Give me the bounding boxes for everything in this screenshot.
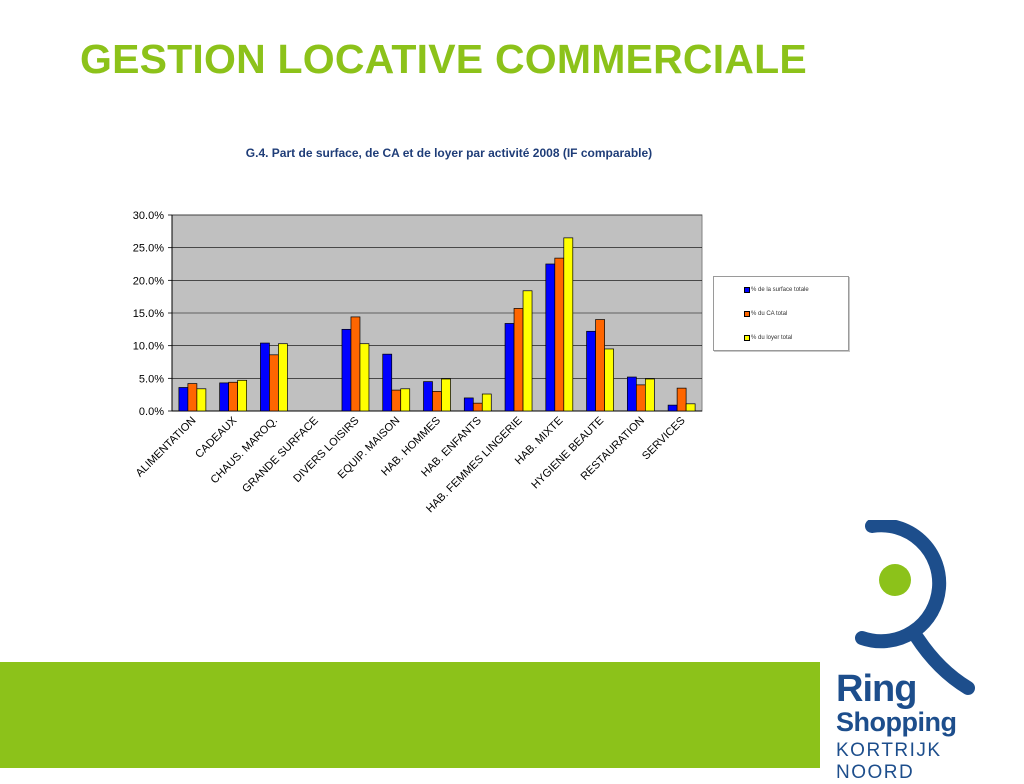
legend-swatch-loyer <box>744 335 750 341</box>
chart-legend: % de la surface totale % du CA total % d… <box>713 276 849 351</box>
bar <box>260 342 270 412</box>
bar <box>635 384 646 412</box>
bar <box>196 388 207 412</box>
bar <box>504 323 515 412</box>
legend-swatch-surface <box>744 287 750 293</box>
bar <box>685 403 696 412</box>
x-tick-label: ALIMENTATION <box>134 415 199 480</box>
logo-text-ring: Ring <box>836 668 917 710</box>
slide-title: GESTION LOCATIVE COMMERCIALE <box>80 36 807 82</box>
legend-item-loyer: % du loyer total <box>744 335 792 341</box>
bar <box>237 379 248 412</box>
bar <box>513 308 524 412</box>
legend-item-surface: % de la surface totale <box>744 287 809 293</box>
bar <box>545 263 556 412</box>
bar <box>463 397 474 412</box>
bar <box>228 381 239 412</box>
logo-text-kortrijk: KORTRIJK NOORD <box>836 740 942 783</box>
logo-q-icon <box>855 518 975 695</box>
bar <box>667 404 678 412</box>
x-tick-label: SERVICES <box>640 415 688 463</box>
legend-label-loyer: % du loyer total <box>751 335 793 341</box>
bar <box>595 319 605 412</box>
legend-swatch-ca <box>744 311 750 317</box>
bar <box>423 381 433 412</box>
bar-chart: 0.0% 5.0% 10.0% 15.0% 20.0% 25.0% 30.0% ALIMENT… <box>133 210 703 515</box>
bar <box>359 343 370 412</box>
y-tick-label: 5.0% <box>139 373 164 385</box>
bar <box>219 382 230 412</box>
bar <box>522 290 533 412</box>
bar <box>350 316 361 412</box>
bar <box>604 348 614 412</box>
bar <box>554 257 565 412</box>
bar <box>432 391 442 412</box>
y-tick-label: 0.0% <box>139 406 164 418</box>
bar <box>472 402 483 412</box>
bar <box>400 388 411 412</box>
bar <box>481 393 492 412</box>
legend-label-ca: % du CA total <box>751 311 788 317</box>
y-tick-label: 10.0% <box>133 341 164 353</box>
bar <box>278 343 288 412</box>
bar <box>341 328 352 412</box>
bar <box>586 330 596 412</box>
bar <box>187 383 198 412</box>
bar <box>178 387 189 412</box>
y-tick-label: 30.0% <box>133 210 164 222</box>
y-tick-label: 20.0% <box>133 275 164 287</box>
bar <box>269 354 279 412</box>
bar <box>644 378 655 412</box>
bar <box>441 378 451 412</box>
chart-title: G.4. Part de surface, de CA et de loyer … <box>245 146 653 160</box>
bar <box>676 387 687 412</box>
bar <box>382 353 393 412</box>
bar <box>391 389 402 412</box>
logo-text-shopping: Shopping <box>836 707 957 737</box>
x-tick-label: GRANDE SURFACE <box>240 415 321 496</box>
y-tick-label: 15.0% <box>133 308 164 320</box>
bar <box>626 376 637 412</box>
legend-item-ca: % du CA total <box>744 311 787 317</box>
x-tick-label: HYGIENE BEAUTE <box>529 415 606 492</box>
brand-logo <box>820 518 1024 768</box>
legend-label-surface: % de la surface totale <box>751 287 809 293</box>
bar <box>563 237 574 412</box>
y-tick-label: 25.0% <box>133 243 164 255</box>
